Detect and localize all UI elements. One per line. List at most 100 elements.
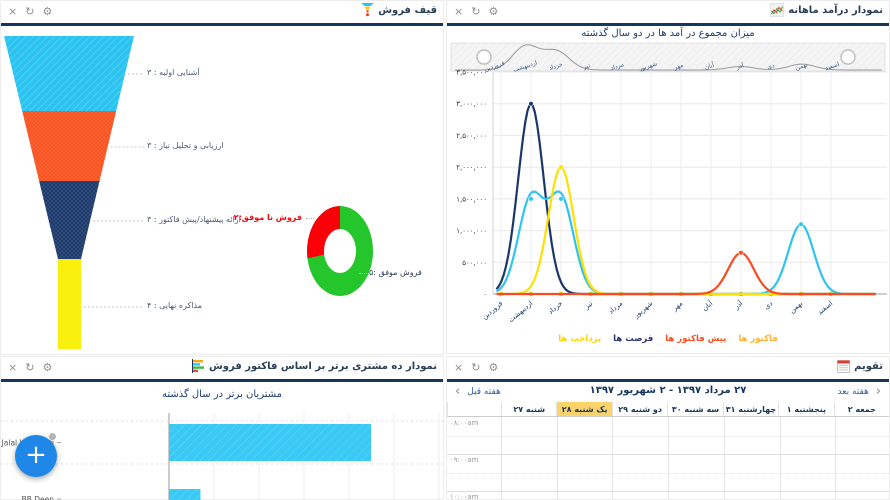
data-point-marker[interactable] [558,196,564,202]
panel-controls: × ↻ ⚙ [8,4,52,19]
panel-monthly-income: × ↻ ⚙ نمودار درآمد ماهانه میزان مجموع در… [446,0,890,354]
bar-label: BB Deen [22,495,55,500]
navigator-month-label: خرداد [548,61,564,72]
panel-title: تقویم [854,360,883,372]
navigator-month-label: دی [766,62,775,71]
grid-column-line [668,417,670,499]
header-divider [447,23,889,26]
data-point-marker[interactable] [738,250,744,256]
funnel-chart [4,36,144,349]
funnel-stage-pattern [22,111,117,181]
calendar-icon [837,359,851,373]
legend-item[interactable]: فرصت ها [613,334,654,344]
day-header-selected[interactable]: یک شنبه ۲۸ [556,402,612,416]
x-axis-label: مهر [670,299,684,313]
calendar-day-header-row: جمعه ۲ پنجشنبه ۱ چهارشنبه ۳۱ سه شنبه ۳۰ دو ش… [447,402,889,417]
funnel-stage-label: ارائه پیشنهاد/پیش فاکتور : ۳ [147,215,241,224]
settings-gear-icon[interactable]: ⚙ [488,361,499,374]
header-divider [1,379,443,382]
navigator-month-label: مهر [672,62,684,72]
panel-title: قیف فروش [378,4,437,16]
funnel-stage-pattern [58,259,81,349]
donut-chart[interactable] [307,206,373,296]
bar-pattern [169,489,201,500]
leader-line [306,218,314,219]
refresh-icon[interactable]: ↻ [471,5,481,18]
add-button[interactable]: + [15,435,57,477]
data-point-marker[interactable] [558,164,564,170]
y-axis-label: ۱,۰۰۰,۰۰۰ [456,227,487,235]
half-hour-line [447,435,889,437]
settings-gear-icon[interactable]: ⚙ [42,361,53,374]
x-axis-label: خرداد [547,299,565,316]
y-axis-label: ۳,۵۰۰,۰۰۰ [456,69,487,77]
chart-legend: فاکتور ها پیش فاکتور ها فرصت ها پرداخت ها [447,334,889,344]
day-header[interactable]: شنبه ۲۷ [501,402,556,416]
bar-chart-icon [191,359,205,373]
day-header[interactable]: پنجشنبه ۱ [778,402,833,416]
x-axis-label: دی [763,299,775,311]
donut-label-unsuccessful: فروش نا موفق:۲ [233,213,302,222]
hour-line [447,491,889,492]
calendar-date-range: ۲۷ مرداد ۱۳۹۷ - ۲ شهریور ۱۳۹۷ [589,385,747,396]
chart-title: مشتریان برتر در سال گذشته [161,389,283,400]
settings-gear-icon[interactable]: ⚙ [488,5,499,18]
series-line[interactable] [495,190,876,296]
refresh-icon[interactable]: ↻ [25,5,35,18]
panel-title: نمودار درآمد ماهانه [788,4,883,16]
close-icon[interactable]: × [8,5,18,18]
settings-gear-icon[interactable]: ⚙ [42,5,53,18]
series-line[interactable] [496,251,876,296]
panel-top-customers: × ↻ ⚙ نمودار ده مشتری برتر بر اساس فاکتو… [0,356,445,500]
previous-week-button[interactable]: هفته قبل [467,386,501,397]
data-point-marker[interactable] [528,101,534,107]
fab-badge-dot [49,433,56,440]
funnel-stage-label: آشنایی اولیه : ۳ [147,68,200,77]
legend-item[interactable]: پرداخت ها [558,334,602,344]
panel-header: × ↻ ⚙ نمودار درآمد ماهانه [447,1,889,23]
data-point-marker[interactable] [798,221,804,227]
funnel-icon [361,3,375,17]
close-icon[interactable]: × [8,361,18,374]
header-divider [1,23,443,26]
grid-column-line [556,417,558,499]
data-point-marker[interactable] [528,196,534,202]
y-axis-label: ۵۰۰,۰۰۰ [462,259,487,267]
refresh-icon[interactable]: ↻ [471,361,481,374]
chart-title: میزان مجموع در آمد ها در دو سال گذشته [581,28,755,39]
y-axis-label: ۳,۰۰۰,۰۰۰ [456,100,487,108]
legend-item[interactable]: پیش فاکتور ها [665,334,727,344]
next-week-button[interactable]: هفته بعد [837,386,869,397]
panel-header: × ↻ ⚙ تقویم [447,357,889,379]
navigator-hatch [451,43,885,71]
day-header[interactable]: چهارشنبه ۳۱ [722,402,778,416]
legend-item[interactable]: فاکتور ها [738,334,778,344]
day-header[interactable]: سه شنبه ۳۰ [667,402,722,416]
donut-label-successful: فروش موفق :۵ [369,268,422,277]
funnel-stage-pattern [4,36,134,111]
y-axis-label: ۰ [483,291,487,299]
x-axis-label: تیر [582,299,594,311]
chevron-left-icon[interactable]: ‹ [455,384,461,399]
panel-controls: × ↻ ⚙ [8,360,52,375]
chevron-right-icon[interactable]: › [875,384,881,399]
x-axis-label: فروردین [480,299,504,321]
navigator-handle-left[interactable] [476,49,492,65]
day-header[interactable]: جمعه ۲ [833,402,889,416]
customers-bar-chart: Jalal HemmatiBB Deen [1,413,445,500]
close-icon[interactable]: × [454,5,464,18]
close-icon[interactable]: × [454,361,464,374]
navigator-month-label: تیر [581,62,591,71]
day-header[interactable]: دو شنبه ۲۹ [611,402,667,416]
x-axis-label: اردیبهشت [507,299,534,324]
navigator-month-label: اسفند [824,61,840,72]
panel-header: × ↻ ⚙ نمودار ده مشتری برتر بر اساس فاکتو… [1,357,443,379]
grid-column-line [779,417,781,499]
y-axis-label: ۲,۵۰۰,۰۰۰ [456,132,487,140]
navigator-handle-right[interactable] [840,49,856,65]
panel-controls: × ↻ ⚙ [454,4,498,19]
calendar-grid[interactable]: ۰۸:۰۰am ۰۹:۰۰am ۱۰:۰۰am [447,417,889,499]
refresh-icon[interactable]: ↻ [25,361,35,374]
y-axis-label: ۲,۰۰۰,۰۰۰ [456,164,487,172]
